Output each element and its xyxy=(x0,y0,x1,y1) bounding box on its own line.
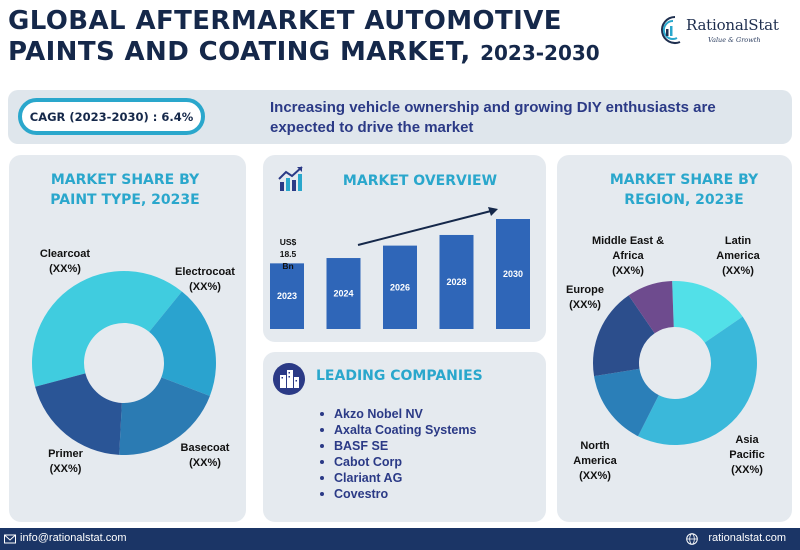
leading-companies-title: LEADING COMPANIES xyxy=(316,368,483,384)
title-line-1: GLOBAL AFTERMARKET AUTOMOTIVE xyxy=(8,6,562,36)
region-slice-middle-east-africa xyxy=(628,281,674,334)
label-middle-east-africa: Middle East & Africa (XX%) xyxy=(583,234,673,279)
logo-tagline: Value & Growth xyxy=(708,36,761,44)
paint-slice-basecoat xyxy=(119,377,210,455)
label-primer-name: Primer xyxy=(48,448,83,460)
region-slice-north-america xyxy=(594,368,659,437)
bar-annotation-text: US$ 18.5 Bn xyxy=(279,237,297,271)
email-icon xyxy=(4,534,16,544)
market-overview-title: MARKET OVERVIEW xyxy=(342,173,498,189)
label-north-america-name: North America xyxy=(573,440,617,467)
company-item: Cabot Corp xyxy=(320,454,476,470)
bullet-icon xyxy=(320,460,324,464)
trend-arrow-line xyxy=(357,210,492,246)
company-item: Axalta Coating Systems xyxy=(320,422,476,438)
bar-label-2028: 2028 xyxy=(446,277,466,287)
footer: info@rationalstat.com rationalstat.com xyxy=(0,528,800,550)
label-latin-america-value: (XX%) xyxy=(722,265,754,277)
bar-annotation: US$ 18.5 Bn xyxy=(273,236,303,272)
bar-label-2026: 2026 xyxy=(390,282,410,292)
label-latin-america: Latin America (XX%) xyxy=(708,234,768,279)
label-asia-pacific-value: (XX%) xyxy=(731,464,763,476)
bullet-icon xyxy=(320,476,324,480)
logo-name: RationalStat xyxy=(686,16,779,34)
bullet-icon xyxy=(320,428,324,432)
region-slice-asia-pacific xyxy=(638,316,757,445)
title-line-2-text: PAINTS AND COATING MARKET, xyxy=(8,37,471,67)
label-basecoat-value: (XX%) xyxy=(189,457,221,469)
label-primer-value: (XX%) xyxy=(49,463,82,475)
bullet-icon xyxy=(320,444,324,448)
region-slice-europe xyxy=(593,295,655,377)
company-name: BASF SE xyxy=(334,439,389,453)
label-electrocoat: Electrocoat (XX%) xyxy=(165,265,245,295)
label-latin-america-name: Latin America xyxy=(716,235,760,262)
bullet-icon xyxy=(320,412,324,416)
label-europe-value: (XX%) xyxy=(569,299,601,311)
growth-chart-icon xyxy=(278,166,303,191)
summary-banner: CAGR (2023-2030) : 6.4% Increasing vehic… xyxy=(8,90,792,144)
bullet-icon xyxy=(320,492,324,496)
company-item: Akzo Nobel NV xyxy=(320,406,476,422)
label-mea-name: Middle East & Africa xyxy=(591,235,665,262)
region-title: MARKET SHARE BY REGION, 2023E xyxy=(609,172,759,208)
bar-2028 xyxy=(439,234,474,329)
label-clearcoat-value: (XX%) xyxy=(49,263,81,275)
bar-2023 xyxy=(270,263,304,329)
company-name: Covestro xyxy=(334,487,389,501)
bar-label-2023: 2023 xyxy=(277,291,297,301)
paint-slice-primer xyxy=(35,373,122,455)
label-north-america: North America (XX%) xyxy=(565,439,625,484)
company-name: Axalta Coating Systems xyxy=(334,423,477,437)
leading-companies-panel xyxy=(263,352,546,522)
globe-icon xyxy=(686,533,698,545)
paint-type-title: MARKET SHARE BY PAINT TYPE, 2023E xyxy=(50,172,200,208)
bar-2024 xyxy=(326,258,361,329)
footer-email[interactable]: info@rationalstat.com xyxy=(20,532,127,544)
label-north-america-value: (XX%) xyxy=(579,470,611,482)
company-item: Clariant AG xyxy=(320,470,476,486)
company-name: Akzo Nobel NV xyxy=(334,407,423,421)
region-slice-latin-america xyxy=(672,281,743,343)
page-title: GLOBAL AFTERMARKET AUTOMOTIVE PAINTS AND… xyxy=(8,6,648,69)
label-basecoat-name: Basecoat xyxy=(180,442,230,454)
label-europe: Europe (XX%) xyxy=(560,283,610,313)
company-name: Cabot Corp xyxy=(334,455,403,469)
companies-list: Akzo Nobel NV Axalta Coating Systems BAS… xyxy=(320,406,476,502)
label-electrocoat-value: (XX%) xyxy=(189,281,221,293)
bar-2030 xyxy=(496,219,530,329)
company-item: BASF SE xyxy=(320,438,476,454)
paint-type-donut-chart xyxy=(32,271,216,455)
label-asia-pacific: Asia Pacific (XX%) xyxy=(722,433,772,478)
buildings-icon xyxy=(273,363,305,395)
region-donut-chart xyxy=(593,281,757,445)
label-europe-name: Europe xyxy=(566,284,604,296)
title-line-2: PAINTS AND COATING MARKET, 2023-2030 xyxy=(8,37,648,69)
bar-label-2030: 2030 xyxy=(503,269,523,279)
label-clearcoat: Clearcoat (XX%) xyxy=(30,247,100,277)
company-item: Covestro xyxy=(320,486,476,502)
title-years: 2023-2030 xyxy=(480,41,600,65)
paint-slice-electrocoat xyxy=(149,291,216,396)
rationalstat-logo: RationalStat Value & Growth xyxy=(658,14,794,50)
label-asia-pacific-name: Asia Pacific xyxy=(729,434,765,461)
banner-text: Increasing vehicle ownership and growing… xyxy=(270,99,716,136)
bar-label-2024: 2024 xyxy=(333,289,353,299)
label-electrocoat-name: Electrocoat xyxy=(175,266,235,278)
label-basecoat: Basecoat (XX%) xyxy=(170,441,240,471)
company-name: Clariant AG xyxy=(334,471,403,485)
paint-slice-clearcoat xyxy=(32,271,182,387)
cagr-badge: CAGR (2023-2030) : 6.4% xyxy=(18,98,205,135)
label-clearcoat-name: Clearcoat xyxy=(39,248,91,260)
trend-arrow-head xyxy=(488,207,498,216)
footer-website[interactable]: rationalstat.com xyxy=(708,532,786,544)
bar-2026 xyxy=(383,245,417,329)
market-overview-bar-chart: 2023 2024 2026 2028 2030 xyxy=(270,207,530,329)
logo-mark-icon xyxy=(661,16,681,44)
label-primer: Primer (XX%) xyxy=(38,447,93,477)
label-mea-value: (XX%) xyxy=(612,265,644,277)
